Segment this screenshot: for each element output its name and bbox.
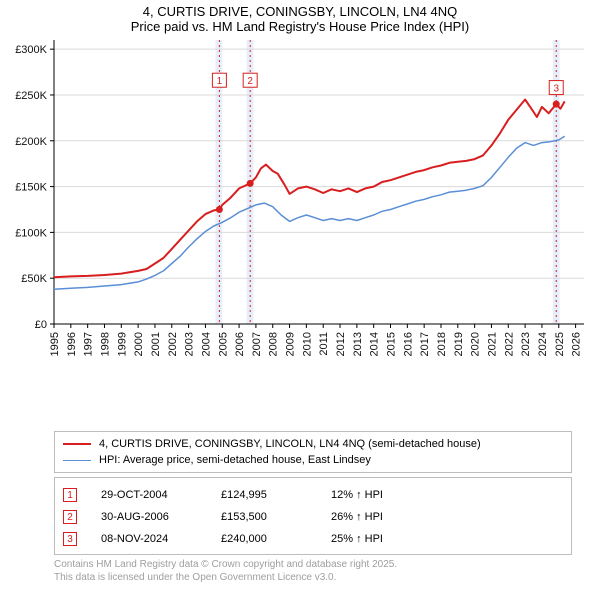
attribution-line1: Contains HM Land Registry data © Crown c… xyxy=(54,559,572,572)
svg-text:1999: 1999 xyxy=(116,332,128,356)
titles: 4, CURTIS DRIVE, CONINGSBY, LINCOLN, LN4… xyxy=(0,0,600,34)
svg-text:2005: 2005 xyxy=(217,332,229,356)
svg-text:2021: 2021 xyxy=(486,332,498,356)
svg-text:2017: 2017 xyxy=(419,332,431,356)
chart-area: £0 £50K £100K £150K £200K £250K £300K 1995 1996 1… xyxy=(0,34,600,425)
svg-text:2018: 2018 xyxy=(436,332,448,356)
svg-text:2010: 2010 xyxy=(301,332,313,356)
svg-text:£0: £0 xyxy=(35,319,47,331)
svg-text:2025: 2025 xyxy=(554,332,566,356)
sale-pct: 26% ↑ HPI xyxy=(331,511,383,523)
legend-label: HPI: Average price, semi-detached house,… xyxy=(99,454,371,466)
svg-text:2012: 2012 xyxy=(335,332,347,356)
svg-text:2016: 2016 xyxy=(402,332,414,356)
svg-text:1995: 1995 xyxy=(49,332,61,356)
svg-text:2004: 2004 xyxy=(200,332,212,356)
legend-swatch xyxy=(63,460,91,461)
svg-text:2022: 2022 xyxy=(503,332,515,356)
svg-text:2024: 2024 xyxy=(537,332,549,356)
svg-text:2001: 2001 xyxy=(150,332,162,356)
svg-text:3: 3 xyxy=(553,84,559,95)
svg-text:£250K: £250K xyxy=(15,90,47,102)
sale-date: 30-AUG-2006 xyxy=(101,511,221,523)
svg-text:2020: 2020 xyxy=(470,332,482,356)
svg-text:2006: 2006 xyxy=(234,332,246,356)
sale-pct: 25% ↑ HPI xyxy=(331,533,383,545)
legend: 4, CURTIS DRIVE, CONINGSBY, LINCOLN, LN4… xyxy=(54,431,572,473)
title-subtitle: Price paid vs. HM Land Registry's House … xyxy=(0,19,600,34)
svg-text:£150K: £150K xyxy=(15,182,47,194)
legend-row: HPI: Average price, semi-detached house,… xyxy=(63,452,563,468)
sale-date: 08-NOV-2024 xyxy=(101,533,221,545)
svg-text:2011: 2011 xyxy=(318,332,330,356)
svg-text:2007: 2007 xyxy=(251,332,263,356)
svg-text:2014: 2014 xyxy=(369,332,381,356)
sale-date: 29-OCT-2004 xyxy=(101,489,221,501)
legend-label: 4, CURTIS DRIVE, CONINGSBY, LINCOLN, LN4… xyxy=(99,438,481,450)
svg-text:2: 2 xyxy=(247,76,253,87)
sale-marker: 3 xyxy=(63,532,77,546)
svg-text:2003: 2003 xyxy=(184,332,196,356)
svg-text:2015: 2015 xyxy=(386,332,398,356)
svg-text:2019: 2019 xyxy=(453,332,465,356)
sale-pct: 12% ↑ HPI xyxy=(331,489,383,501)
svg-text:2008: 2008 xyxy=(268,332,280,356)
svg-text:£100K: £100K xyxy=(15,227,47,239)
sale-price: £240,000 xyxy=(221,533,331,545)
sale-price: £124,995 xyxy=(221,489,331,501)
sale-price: £153,500 xyxy=(221,511,331,523)
svg-text:1998: 1998 xyxy=(99,332,111,356)
legend-swatch xyxy=(63,443,91,445)
svg-text:2013: 2013 xyxy=(352,332,364,356)
svg-text:2000: 2000 xyxy=(133,332,145,356)
svg-text:£200K: £200K xyxy=(15,136,47,148)
line-chart: £0 £50K £100K £150K £200K £250K £300K 1995 1996 1… xyxy=(0,34,600,379)
svg-text:£50K: £50K xyxy=(21,273,47,285)
svg-text:2023: 2023 xyxy=(520,332,532,356)
sale-row: 2 30-AUG-2006£153,50026% ↑ HPI xyxy=(63,506,563,528)
sale-row: 1 29-OCT-2004£124,99512% ↑ HPI xyxy=(63,484,563,506)
attribution-line2: This data is licensed under the Open Gov… xyxy=(54,572,572,585)
svg-text:2002: 2002 xyxy=(167,332,179,356)
svg-text:1: 1 xyxy=(217,76,223,87)
chart-container: 4, CURTIS DRIVE, CONINGSBY, LINCOLN, LN4… xyxy=(0,0,600,590)
svg-text:1996: 1996 xyxy=(66,332,78,356)
svg-text:2026: 2026 xyxy=(571,332,583,356)
attribution: Contains HM Land Registry data © Crown c… xyxy=(54,559,572,584)
sale-marker: 1 xyxy=(63,488,77,502)
sale-row: 3 08-NOV-2024£240,00025% ↑ HPI xyxy=(63,528,563,550)
legend-row: 4, CURTIS DRIVE, CONINGSBY, LINCOLN, LN4… xyxy=(63,436,563,452)
svg-text:1997: 1997 xyxy=(83,332,95,356)
svg-text:£300K: £300K xyxy=(15,44,47,56)
svg-text:2009: 2009 xyxy=(285,332,297,356)
sale-marker: 2 xyxy=(63,510,77,524)
title-address: 4, CURTIS DRIVE, CONINGSBY, LINCOLN, LN4… xyxy=(0,4,600,19)
sales-table: 1 29-OCT-2004£124,99512% ↑ HPI 2 30-AUG-200… xyxy=(54,477,572,555)
